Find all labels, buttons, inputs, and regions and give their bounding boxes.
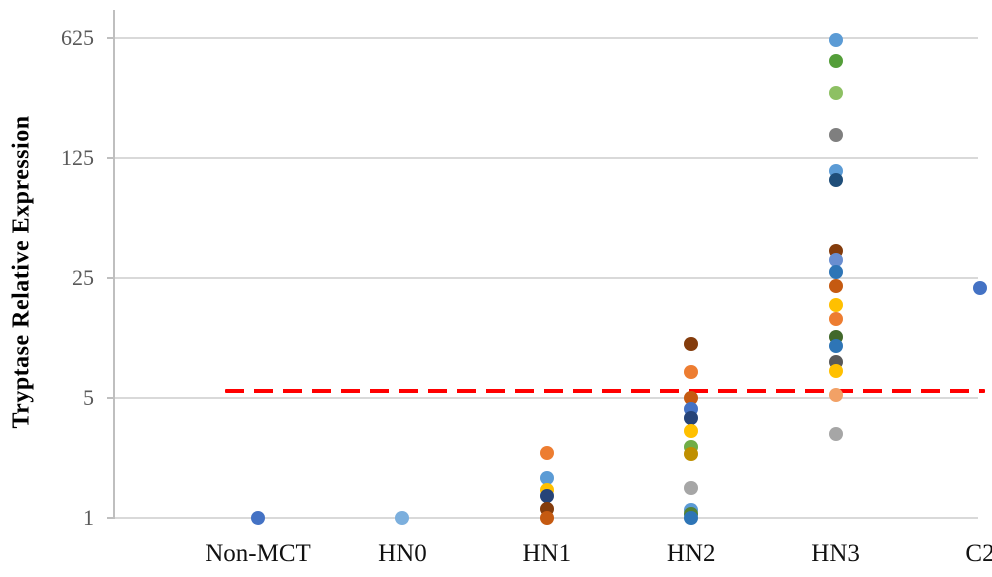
gridline-y-5 [114, 397, 978, 399]
y-tick-label: 625 [61, 25, 94, 50]
data-point [828, 32, 843, 47]
data-point [828, 128, 843, 143]
data-point [539, 445, 554, 460]
x-axis-label-hn1: HN1 [522, 540, 572, 567]
data-point [539, 471, 554, 486]
threshold-line [225, 388, 985, 393]
data-point [684, 424, 699, 439]
y-tick-label: 125 [61, 145, 94, 170]
y-tick-label: 25 [72, 265, 94, 290]
y-tick-mark [107, 277, 114, 279]
y-tick-label: 1 [83, 505, 94, 530]
data-point [973, 280, 987, 295]
data-point [684, 337, 699, 352]
data-point [539, 511, 554, 525]
data-point [828, 426, 843, 441]
y-tick-mark [107, 517, 114, 519]
data-point [828, 173, 843, 188]
y-tick-mark [107, 37, 114, 39]
gridline-y-25 [114, 277, 978, 279]
gridline-y-625 [114, 37, 978, 39]
data-point [828, 265, 843, 280]
data-point [684, 411, 699, 426]
y-tick-label: 5 [83, 385, 94, 410]
data-point [684, 480, 699, 495]
data-point [684, 391, 699, 405]
data-point [684, 447, 699, 462]
data-point [539, 488, 554, 503]
data-point [828, 278, 843, 293]
data-point [684, 364, 699, 379]
data-point [828, 297, 843, 312]
y-axis-title: Tryptase Relative Expression [8, 115, 35, 429]
data-point [251, 511, 265, 525]
data-point [828, 339, 843, 354]
y-tick-mark [107, 397, 114, 399]
data-point [828, 53, 843, 68]
data-point [828, 252, 843, 267]
x-axis-label-hn3: HN3 [811, 540, 860, 567]
x-axis-label-c2: C2 [965, 540, 992, 567]
data-point [828, 311, 843, 326]
data-point [828, 363, 843, 378]
data-point [828, 85, 843, 100]
gridline-y-125 [114, 157, 978, 159]
x-axis-label-non-mct: Non-MCT [205, 540, 311, 567]
y-tick-mark [107, 157, 114, 159]
data-point [395, 511, 410, 525]
data-point [828, 388, 843, 403]
y-axis-line [113, 10, 115, 519]
x-axis-label-hn2: HN2 [666, 540, 716, 567]
x-axis-label-hn0: HN0 [378, 540, 427, 567]
data-point [684, 511, 699, 525]
